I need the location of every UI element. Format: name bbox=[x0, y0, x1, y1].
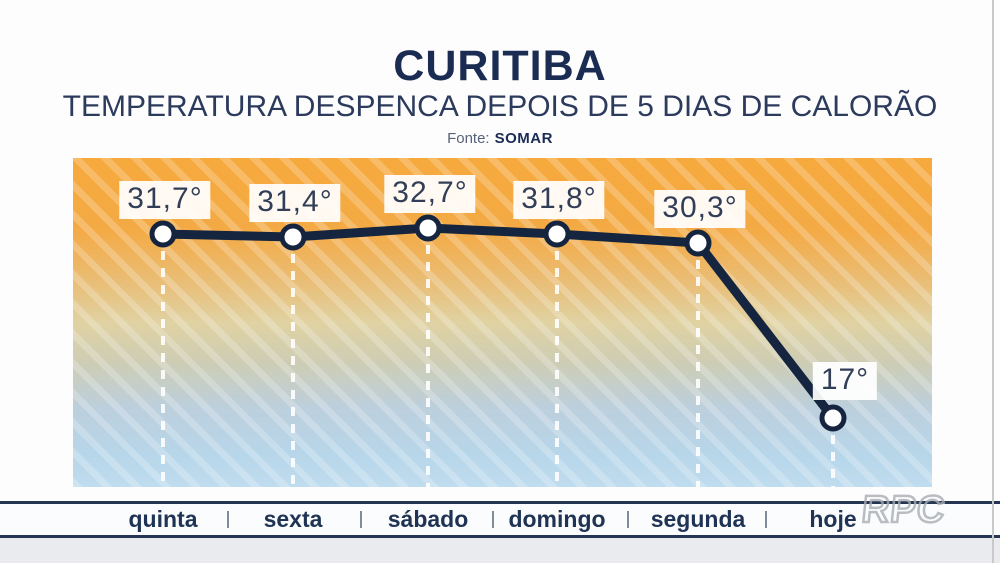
day-separator bbox=[359, 511, 362, 528]
value-label: 31,4° bbox=[249, 184, 341, 222]
rpc-logo-watermark: RPC bbox=[859, 488, 949, 533]
day-label: sexta bbox=[263, 506, 323, 532]
data-point bbox=[414, 214, 442, 242]
footer-background bbox=[0, 538, 1000, 563]
page-subtitle: TEMPERATURA DESPENCA DEPOIS DE 5 DIAS DE… bbox=[62, 90, 938, 123]
data-point bbox=[543, 220, 571, 248]
chart-canvas bbox=[149, 214, 847, 487]
axis-strip-top-border bbox=[0, 501, 1000, 504]
source-line: Fonte: SOMAR bbox=[0, 130, 1000, 147]
day-axis-strip: quinta sexta sábado domingo segunda hoje bbox=[0, 504, 1000, 535]
data-point bbox=[149, 220, 177, 248]
day-label: segunda bbox=[650, 506, 746, 532]
day-separator bbox=[491, 511, 494, 528]
value-label: 17° bbox=[812, 362, 878, 400]
source-label: Fonte: bbox=[447, 130, 490, 147]
temperature-chart: 31,7° 31,4° 32,7° 31,8° 30,3° 17° bbox=[73, 158, 932, 487]
day-label: domingo bbox=[508, 506, 606, 532]
trend-line bbox=[158, 223, 838, 423]
day-separator bbox=[626, 511, 629, 528]
axis-strip-bottom-border bbox=[0, 535, 1000, 538]
day-separator bbox=[764, 511, 767, 528]
day-separator bbox=[227, 511, 229, 528]
value-label: 30,3° bbox=[654, 190, 746, 228]
day-label: sábado bbox=[387, 506, 469, 532]
day-label: quinta bbox=[128, 506, 198, 532]
data-point bbox=[684, 229, 712, 257]
value-label: 32,7° bbox=[384, 175, 476, 213]
right-edge-line bbox=[992, 0, 994, 563]
data-point bbox=[279, 223, 307, 251]
data-point bbox=[819, 404, 847, 432]
value-label: 31,7° bbox=[119, 181, 211, 219]
source-value: SOMAR bbox=[494, 130, 553, 147]
day-label: hoje bbox=[809, 506, 857, 532]
value-label: 31,8° bbox=[513, 181, 605, 219]
page-title: CURITIBA bbox=[393, 42, 607, 90]
